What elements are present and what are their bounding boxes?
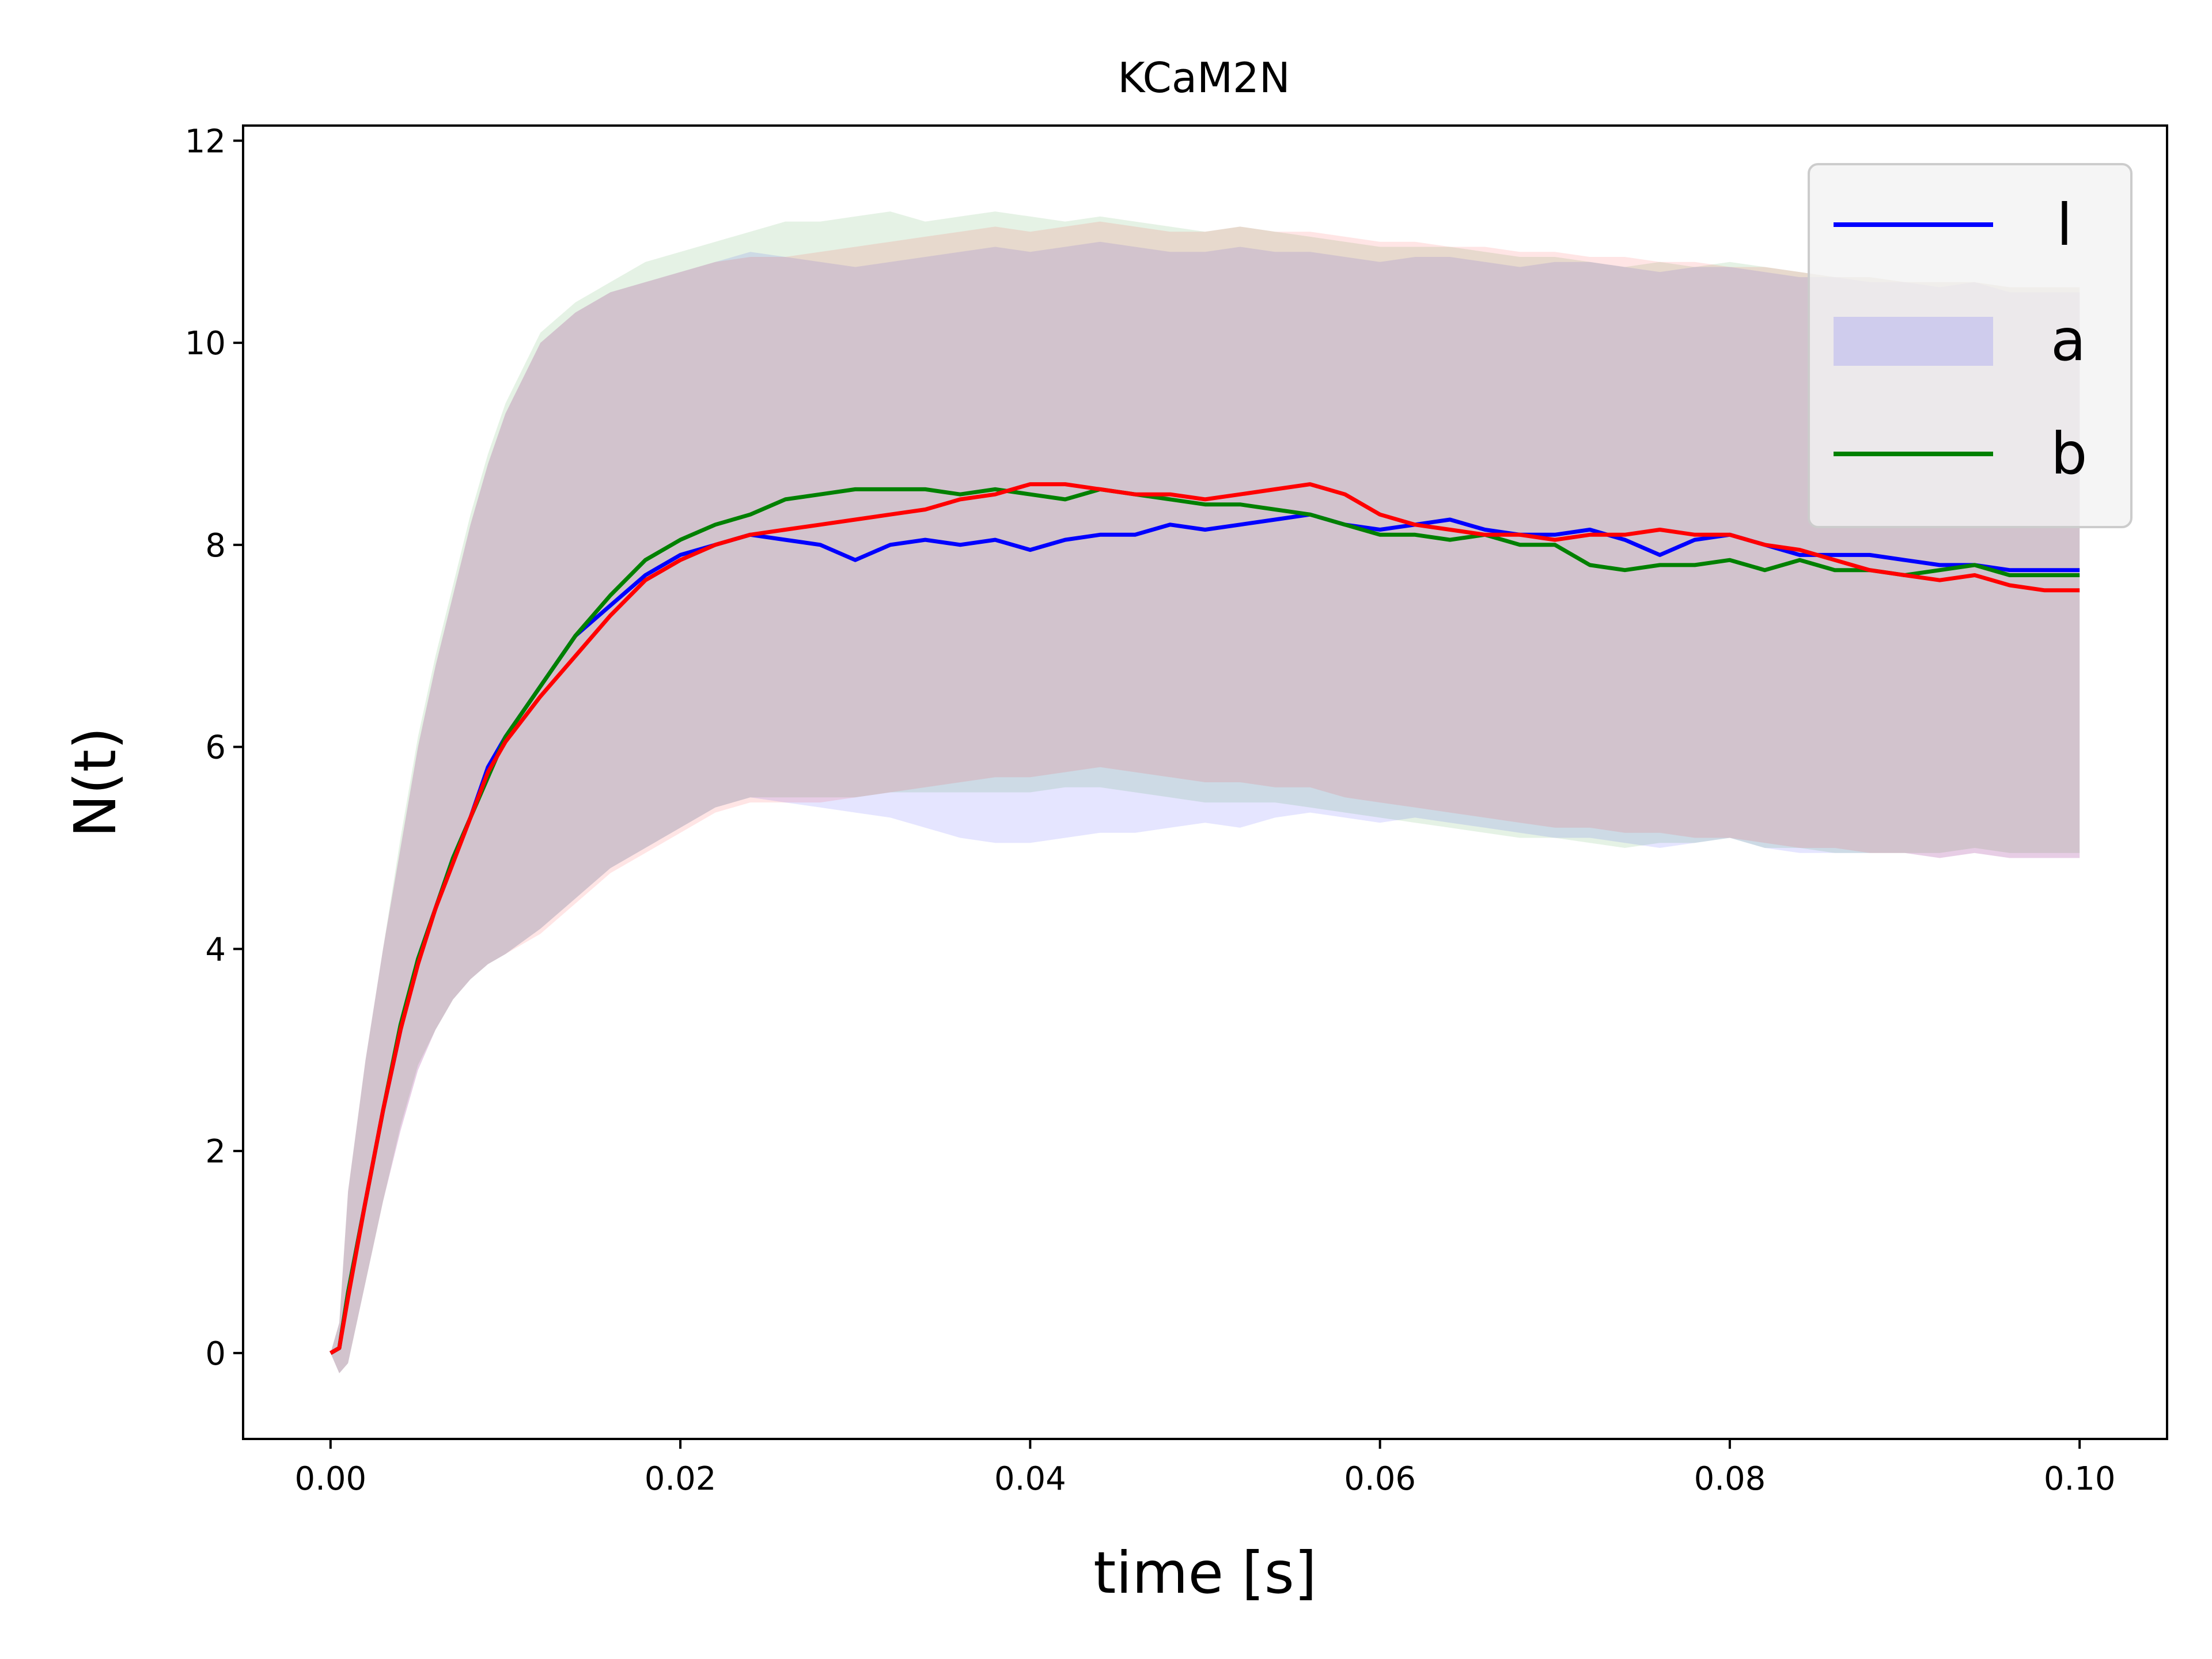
legend-label-b: b (2051, 420, 2087, 487)
legend-label-l: l (2056, 191, 2073, 259)
series-lines (329, 482, 2080, 1355)
y-tick-label: 4 (205, 931, 226, 968)
y-tick-label: 12 (185, 123, 226, 160)
y-tick-label: 2 (205, 1133, 226, 1171)
uncertainty-bands (330, 211, 2080, 1374)
band-0 (330, 241, 2080, 1374)
chart-title: KCaM2N (1118, 54, 1290, 102)
band-2 (330, 221, 2080, 1374)
y-tick-label: 0 (205, 1335, 226, 1373)
y-tick-label: 8 (205, 527, 226, 565)
plot-frame (242, 124, 2168, 1440)
x-tick-label: 0.02 (645, 1460, 717, 1498)
x-tick-label: 0.10 (2044, 1460, 2116, 1498)
y-tick-label: 10 (185, 325, 226, 362)
legend-label-a: a (2051, 306, 2086, 374)
band-1 (330, 211, 2080, 1374)
legend: l a b (1808, 163, 2133, 528)
y-axis-ticks: 0 2 4 6 8 10 12 (185, 123, 243, 1373)
y-tick-label: 6 (205, 729, 226, 767)
y-axis-label: N(t) (62, 727, 129, 838)
x-tick-label: 0.04 (994, 1460, 1066, 1498)
legend-frame (1808, 163, 2133, 528)
x-tick-label: 0.08 (1694, 1460, 1766, 1498)
x-tick-label: 0.00 (294, 1460, 366, 1498)
x-axis-ticks: 0.00 0.02 0.04 0.06 0.08 0.10 (294, 1439, 2116, 1498)
x-tick-label: 0.06 (1344, 1460, 1416, 1498)
x-axis-label: time [s] (1093, 1539, 1317, 1607)
legend-swatch-a (1834, 317, 1993, 366)
series-line-2 (329, 482, 2080, 1355)
